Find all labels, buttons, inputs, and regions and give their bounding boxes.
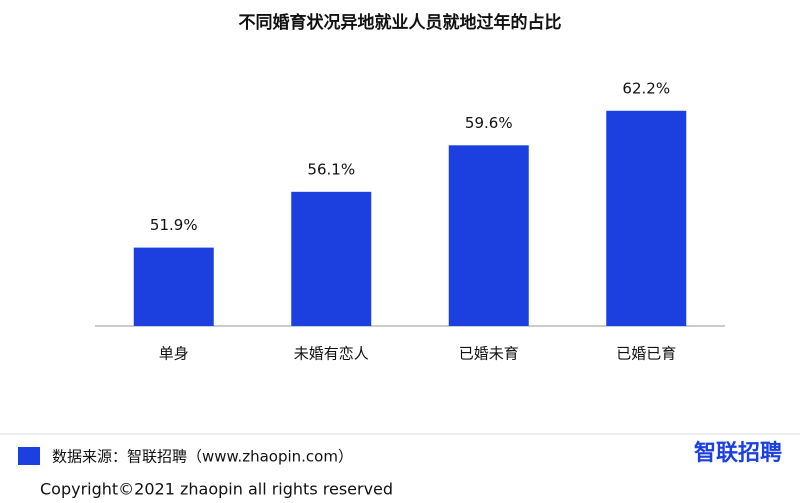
x-tick-label: 已婚未育 xyxy=(459,345,519,363)
value-label: 59.6% xyxy=(465,114,513,132)
x-tick-label: 未婚有恋人 xyxy=(294,345,369,363)
x-tick-label: 已婚已育 xyxy=(616,345,676,363)
value-label: 56.1% xyxy=(307,160,355,178)
source-marker xyxy=(18,447,40,465)
bar xyxy=(133,247,214,326)
bar xyxy=(291,191,372,326)
logo: 智联招聘 xyxy=(694,440,782,466)
bar xyxy=(606,110,687,327)
x-tick-label: 单身 xyxy=(159,345,189,363)
source-text: 数据来源：智联招聘（www.zhaopin.com） xyxy=(52,448,353,466)
value-label: 62.2% xyxy=(622,79,670,97)
bar xyxy=(448,145,529,326)
value-label: 51.9% xyxy=(150,216,198,234)
chart-title: 不同婚育状况异地就业人员就地过年的占比 xyxy=(239,12,562,33)
copyright: Copyright©2021 zhaopin all rights reserv… xyxy=(40,480,393,499)
